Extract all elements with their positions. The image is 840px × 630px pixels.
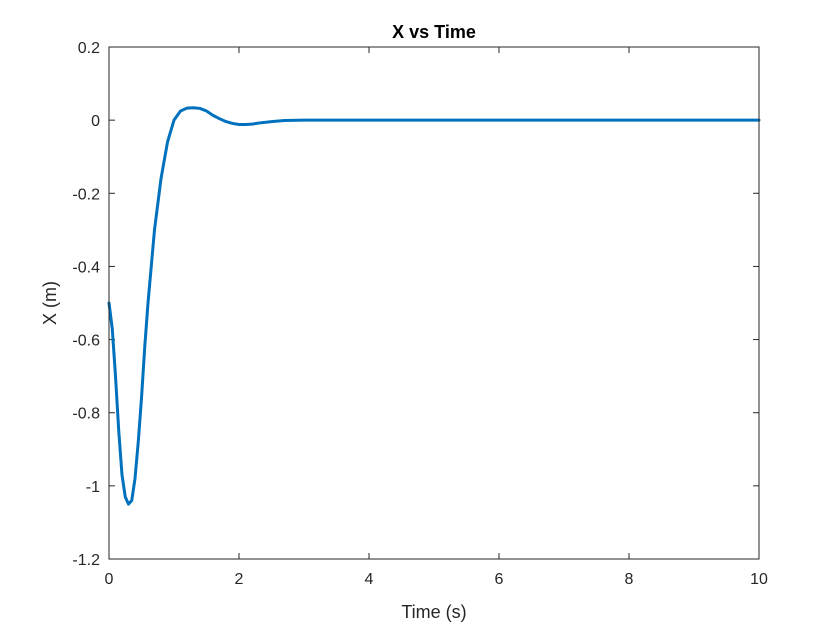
y-tick-label: -1.2: [72, 552, 100, 569]
x-tick-label: 10: [750, 571, 768, 588]
x-tick-label: 4: [365, 571, 374, 588]
x-axis-label: Time (s): [401, 602, 466, 622]
y-axis-label: X (m): [40, 281, 60, 325]
x-tick-label: 0: [105, 571, 114, 588]
x-axis-ticks: 0 2 4 6 8 10: [105, 47, 768, 588]
axes-box: [108, 46, 760, 560]
series-line: [107, 106, 761, 506]
y-tick-label: 0: [91, 113, 100, 130]
x-tick-label: 2: [235, 571, 244, 588]
y-tick-label: -0.2: [72, 186, 100, 203]
y-tick-label: -0.4: [72, 259, 100, 276]
y-tick-label: 0.2: [78, 40, 100, 57]
plot-area: [109, 47, 759, 559]
x-tick-label: 8: [625, 571, 634, 588]
y-tick-label: -1: [86, 479, 100, 496]
chart-title: X vs Time: [392, 22, 476, 42]
y-tick-label: -0.6: [72, 333, 100, 350]
y-tick-label: -0.8: [72, 406, 100, 423]
y-axis-ticks: -1.2 -1 -0.8 -0.6 -0.4 -0.2 0 0.2: [72, 40, 759, 569]
x-tick-label: 6: [495, 571, 504, 588]
